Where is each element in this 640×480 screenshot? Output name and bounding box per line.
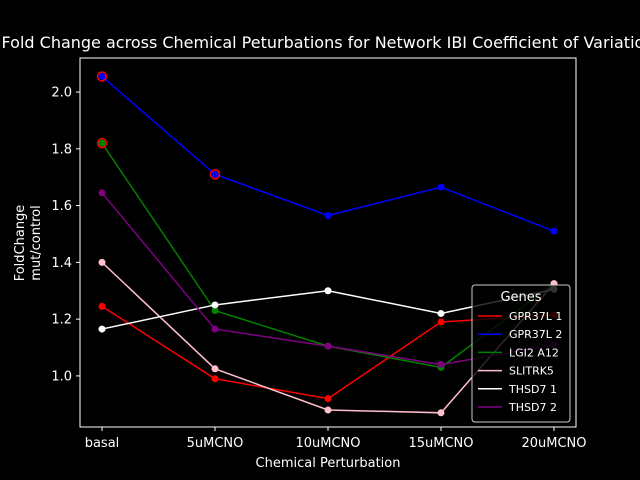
y-axis-label-line1: FoldChange [13,205,28,282]
y-tick-label: 1.0 [51,369,72,384]
x-tick-label: 5uMCNO [187,436,244,451]
data-point [98,325,106,333]
data-point [98,302,106,310]
data-point [550,227,558,235]
legend-label: GPR37L 2 [509,328,562,341]
data-point [211,375,219,383]
x-tick-label: basal [85,436,120,451]
data-point [437,309,445,317]
legend-title: Genes [500,290,541,305]
x-tick-label: 15uMCNO [408,436,473,451]
legend-entry-gpr37l-1: GPR37L 1 [478,310,562,323]
y-tick-label: 1.6 [51,199,72,214]
y-axis-label: FoldChange mut/control [13,205,44,282]
y-axis: 1.0 1.2 1.4 1.6 1.8 2.0 [51,86,80,384]
highlight-marker [96,71,108,82]
chart-title: Fold Change across Chemical Peturbations… [2,33,640,52]
data-point [324,395,332,403]
data-point [98,72,106,80]
x-axis: basal 5uMCNO 10uMCNO 15uMCNO 20uMCNO [85,427,587,451]
legend-label: GPR37L 1 [509,310,562,323]
legend-entry-gpr37l-2: GPR37L 2 [478,328,562,341]
highlight-marker [209,169,221,180]
highlight-marker [96,137,108,149]
legend-label: SLITRK5 [509,365,554,378]
y-tick-label: 2.0 [51,86,72,101]
data-point [437,183,445,191]
data-point [437,318,445,326]
legend-entry-thsd7-1: THSD7 1 [478,383,557,396]
data-point [211,170,219,178]
legend-box [471,284,571,423]
legend-label: LGI2 A12 [509,346,559,359]
y-tick-label: 1.8 [51,142,72,157]
data-point [98,258,106,266]
data-point [324,287,332,295]
data-point [211,307,219,315]
x-tick-label: 20uMCNO [521,436,586,451]
data-point [211,325,219,333]
y-tick-label: 1.4 [51,256,72,271]
legend-label: THSD7 1 [508,383,557,396]
data-point [211,365,219,373]
data-point [324,212,332,220]
x-tick-label: 10uMCNO [295,436,360,451]
data-point [98,139,106,147]
legend-entry-lgi2-a12: LGI2 A12 [478,346,559,359]
y-axis-label-line2: mut/control [29,205,44,280]
data-point [211,301,219,309]
data-point [324,406,332,414]
data-point [98,189,106,197]
y-tick-label: 1.2 [51,313,72,328]
legend-label: THSD7 2 [508,401,557,414]
legend-entry-slitrk5: SLITRK5 [478,365,554,378]
legend-entry-thsd7-2: THSD7 2 [478,401,557,414]
data-point [437,409,445,417]
data-point [437,361,445,369]
legend: Genes GPR37L 1 GPR37L 2 LGI2 A12 SLITRK5 THSD… [471,284,571,423]
data-point [324,342,332,350]
series-gpr37l-2 [98,72,558,235]
x-axis-label: Chemical Perturbation [256,456,401,471]
